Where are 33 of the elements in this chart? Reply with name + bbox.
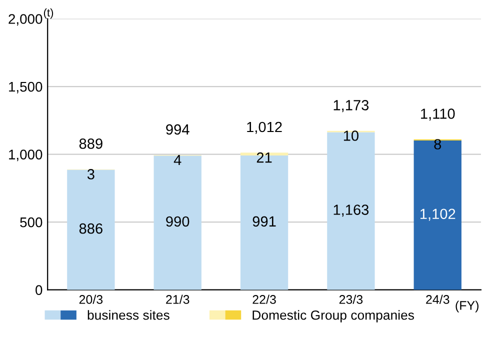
y-tick-label: 2,000 [8, 14, 42, 26]
data-label: 4 [174, 154, 182, 166]
total-label: 1,110 [421, 108, 455, 121]
legend-label: business sites [88, 310, 170, 320]
bar [327, 132, 375, 290]
y-tick-label: 0 [36, 285, 42, 296]
total-label: 994 [166, 124, 190, 135]
total-label: 889 [79, 138, 102, 149]
data-label: 991 [252, 216, 276, 227]
data-label: 1,102 [420, 208, 456, 221]
data-label: 990 [166, 216, 190, 227]
data-label: 21 [256, 152, 272, 163]
x-tick-label: 22/3 [252, 294, 276, 304]
data-label: 8 [434, 139, 442, 150]
legend-label: Domestic Group companies [252, 310, 414, 322]
data-label: 886 [79, 223, 102, 234]
data-label: 1,163 [334, 204, 369, 217]
bar [67, 170, 115, 290]
x-tick-label: 23/3 [339, 294, 363, 304]
bar [154, 156, 202, 290]
total-label: 1,012 [247, 122, 282, 134]
x-tick-label: 20/3 [79, 294, 103, 304]
data-label: 10 [344, 130, 358, 141]
x-axis-title: (FY) [456, 300, 478, 312]
x-tick-label: 24/3 [426, 294, 450, 304]
y-tick-label: 500 [20, 217, 42, 228]
y-axis-title: (t) [44, 8, 54, 19]
y-tick-label: 1,000 [9, 150, 42, 162]
bar [414, 140, 462, 290]
total-label: 1,173 [334, 100, 369, 112]
x-tick-label: 21/3 [166, 294, 190, 304]
data-label: 3 [87, 169, 94, 180]
y-tick-label: 1,500 [9, 82, 42, 94]
